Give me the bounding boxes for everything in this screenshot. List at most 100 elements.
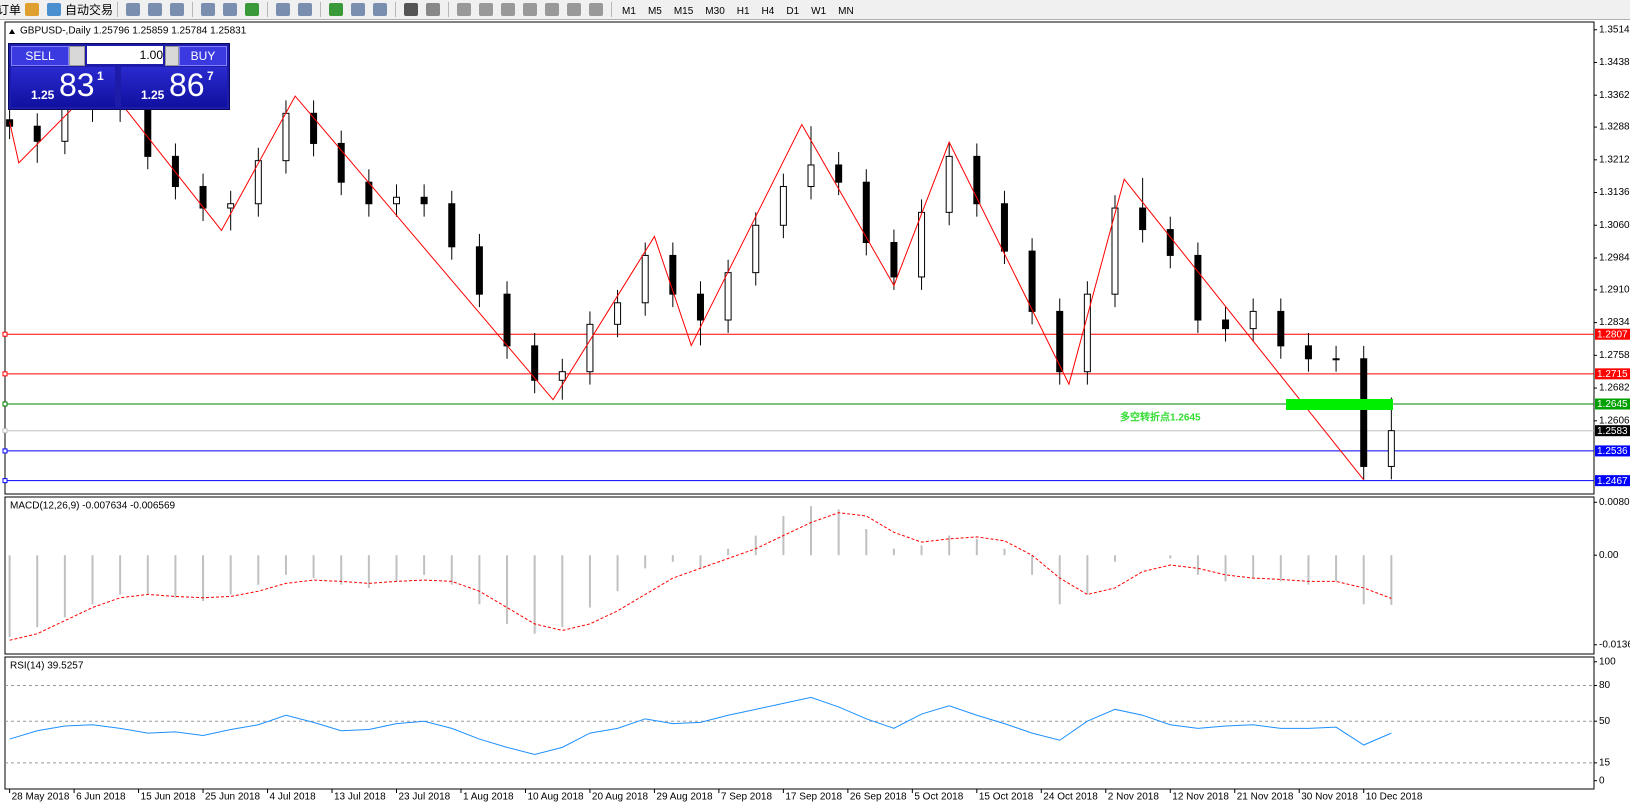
separator: [117, 2, 119, 17]
x-tick-label: 6 Jun 2018: [76, 792, 126, 802]
candle-body: [1139, 207, 1147, 231]
panel-frame: [4, 496, 1595, 655]
x-tick-label: 28 May 2018: [12, 792, 70, 802]
candle-body: [1083, 293, 1091, 373]
icon[interactable]: [298, 3, 313, 16]
candle-body: [1028, 250, 1036, 312]
candle-body: [392, 196, 400, 205]
timeframe-button[interactable]: H4: [761, 5, 775, 17]
timeframes: M1 M5 M15 M30 H1 H4 D1 W1 MN: [616, 3, 860, 17]
icon[interactable]: [201, 3, 216, 16]
icon[interactable]: [457, 3, 472, 16]
panel-title: GBPUSD-,Daily 1.25796 1.25859 1.25784 1.…: [20, 26, 247, 37]
candle-body: [282, 112, 290, 162]
buy-price[interactable]: 1.25 86 7: [121, 67, 227, 107]
y-tick-label: 1.29840: [1599, 253, 1630, 264]
level-marker: [2, 478, 8, 484]
sell-price[interactable]: 1.25 83 1: [11, 67, 115, 107]
separator: [611, 2, 613, 17]
icon[interactable]: [567, 3, 582, 16]
lots-down[interactable]: [69, 46, 85, 66]
timeframe-button[interactable]: W1: [811, 5, 827, 17]
timeframe-button[interactable]: MN: [838, 5, 854, 17]
y-tick-label: 15: [1599, 757, 1611, 768]
candle-body: [310, 112, 318, 144]
candle-body: [33, 125, 41, 142]
candle-body: [641, 254, 649, 304]
y-tick-label: 100: [1599, 656, 1616, 667]
candle-body: [254, 160, 262, 205]
x-tick-label: 7 Sep 2018: [721, 792, 773, 802]
x-tick-label: 23 Jul 2018: [398, 792, 450, 802]
x-tick-label: 17 Sep 2018: [785, 792, 842, 802]
timeframe-button[interactable]: H1: [736, 5, 750, 17]
level-marker: [2, 371, 8, 377]
menu[interactable]: 订单: [0, 3, 22, 17]
icon[interactable]: [329, 3, 344, 16]
x-tick-label: 1 Aug 2018: [463, 792, 514, 802]
icon[interactable]: [126, 3, 141, 16]
icon[interactable]: [545, 3, 560, 16]
lots-input[interactable]: 1.00: [87, 46, 163, 64]
y-tick-label: 1.27580: [1599, 350, 1630, 361]
icon[interactable]: [25, 3, 40, 16]
y-tick-label: 1.33620: [1599, 90, 1630, 101]
candle-body: [558, 371, 566, 381]
x-tick-label: 10 Aug 2018: [527, 792, 584, 802]
price-fraction: 1: [97, 69, 104, 83]
icon[interactable]: [589, 3, 604, 16]
y-tick-label: 1.29100: [1599, 285, 1630, 296]
annotation: 多空转折点1.2645: [1120, 411, 1201, 424]
candle-body: [890, 241, 898, 278]
level-marker: [2, 331, 8, 337]
icon[interactable]: [426, 3, 441, 16]
level-label-box: [1595, 398, 1630, 410]
timeframe-button[interactable]: M30: [705, 5, 725, 17]
icon[interactable]: [479, 3, 494, 16]
candle-body: [420, 196, 428, 205]
icon[interactable]: [351, 3, 366, 16]
candle-body: [1332, 358, 1340, 361]
y-tick-label: 1.31360: [1599, 187, 1630, 198]
icon[interactable]: [223, 3, 238, 16]
sell-button[interactable]: SELL: [11, 46, 69, 66]
candle-body: [475, 246, 483, 295]
level-label-box: [1595, 368, 1630, 380]
panel-title: RSI(14) 39.5257: [10, 661, 84, 672]
icon[interactable]: [523, 3, 538, 16]
timeframe-button[interactable]: M5: [647, 5, 662, 17]
icon[interactable]: [373, 3, 388, 16]
timeframe-button[interactable]: D1: [786, 5, 800, 17]
level-marker: [2, 448, 8, 454]
icon[interactable]: [245, 3, 260, 16]
auto-trading[interactable]: 自动交易: [65, 3, 114, 17]
level-label: 1.2583: [1597, 426, 1628, 437]
indicator-line: [9, 696, 1392, 756]
timeframe-button[interactable]: M1: [622, 5, 636, 17]
buy-button[interactable]: BUY: [179, 46, 227, 66]
icon[interactable]: [47, 3, 62, 16]
level-label-box: [1595, 475, 1630, 487]
candle-body: [918, 211, 926, 278]
y-tick-label: 80: [1599, 680, 1611, 691]
level-label-box: [1595, 328, 1630, 340]
y-tick-label: 1.34380: [1599, 57, 1630, 68]
y-tick-label: 1.30600: [1599, 220, 1630, 231]
icon[interactable]: [170, 3, 185, 16]
timeframe-button[interactable]: M15: [673, 5, 694, 17]
x-tick-label: 25 Jun 2018: [205, 792, 260, 802]
lots-up[interactable]: [165, 46, 179, 66]
trade-panel: SELL 1.00 BUY 1.25 83 1 1.25 86 7: [8, 43, 230, 110]
y-tick-label: 1.26060: [1599, 415, 1630, 426]
candle-body: [448, 203, 456, 248]
icon[interactable]: [276, 3, 291, 16]
icon[interactable]: [404, 3, 419, 16]
y-tick-label: 1.35140: [1599, 24, 1630, 35]
candle-body: [1249, 310, 1257, 330]
icon[interactable]: [148, 3, 163, 16]
y-tick-label: 0.00809: [1599, 497, 1630, 508]
icon[interactable]: [501, 3, 516, 16]
level-label: 1.2807: [1597, 329, 1628, 340]
x-tick-label: 21 Nov 2018: [1237, 792, 1294, 802]
